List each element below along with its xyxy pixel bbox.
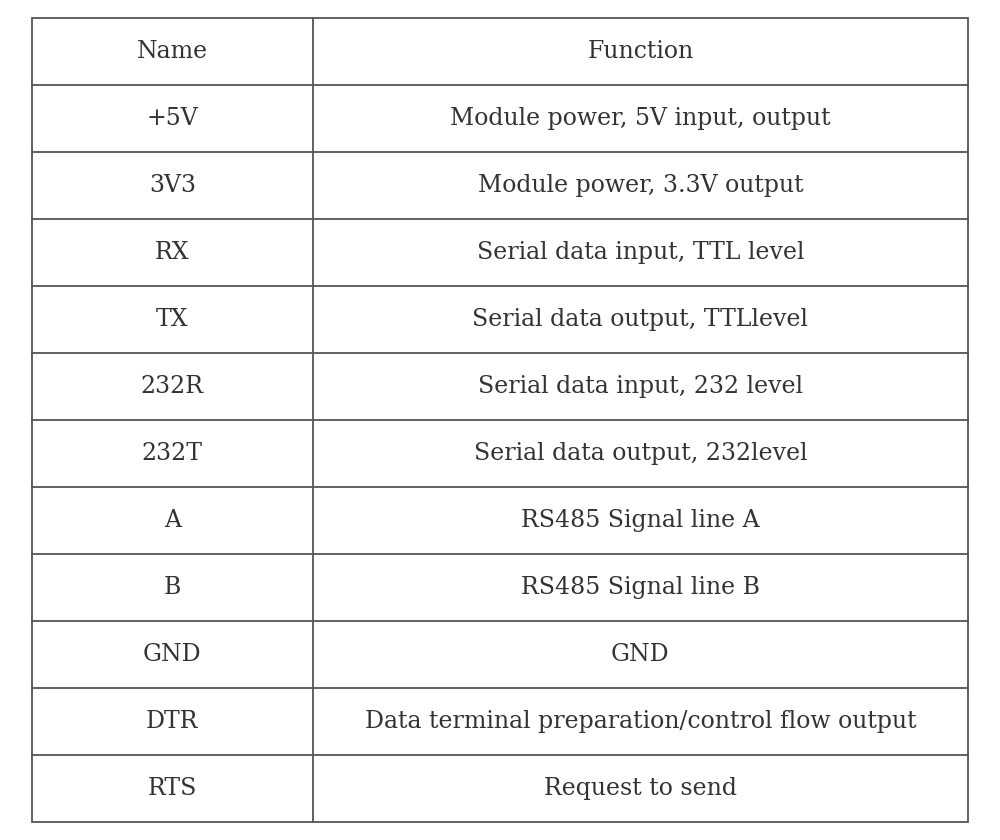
Text: Request to send: Request to send — [544, 777, 737, 800]
Text: GND: GND — [143, 643, 202, 666]
Text: Module power, 3.3V output: Module power, 3.3V output — [478, 174, 803, 197]
Text: Data terminal preparation/control flow output: Data terminal preparation/control flow o… — [365, 710, 916, 733]
Text: RS485 Signal line B: RS485 Signal line B — [521, 576, 760, 599]
Text: 3V3: 3V3 — [149, 174, 196, 197]
Text: Function: Function — [587, 40, 694, 63]
Text: Serial data output, TTLlevel: Serial data output, TTLlevel — [472, 308, 808, 331]
Text: +5V: +5V — [147, 107, 198, 130]
Text: TX: TX — [156, 308, 189, 331]
Text: A: A — [164, 509, 181, 532]
Text: Serial data input, TTL level: Serial data input, TTL level — [477, 241, 804, 264]
Text: Module power, 5V input, output: Module power, 5V input, output — [450, 107, 831, 130]
Text: GND: GND — [611, 643, 670, 666]
Text: Serial data input, 232 level: Serial data input, 232 level — [478, 375, 803, 398]
Text: B: B — [164, 576, 181, 599]
Text: Serial data output, 232level: Serial data output, 232level — [474, 442, 807, 465]
Text: RTS: RTS — [148, 777, 197, 800]
Text: 232T: 232T — [142, 442, 203, 465]
Text: Name: Name — [137, 40, 208, 63]
Text: 232R: 232R — [141, 375, 204, 398]
Text: RX: RX — [155, 241, 190, 264]
Text: RS485 Signal line A: RS485 Signal line A — [521, 509, 760, 532]
Text: DTR: DTR — [146, 710, 199, 733]
